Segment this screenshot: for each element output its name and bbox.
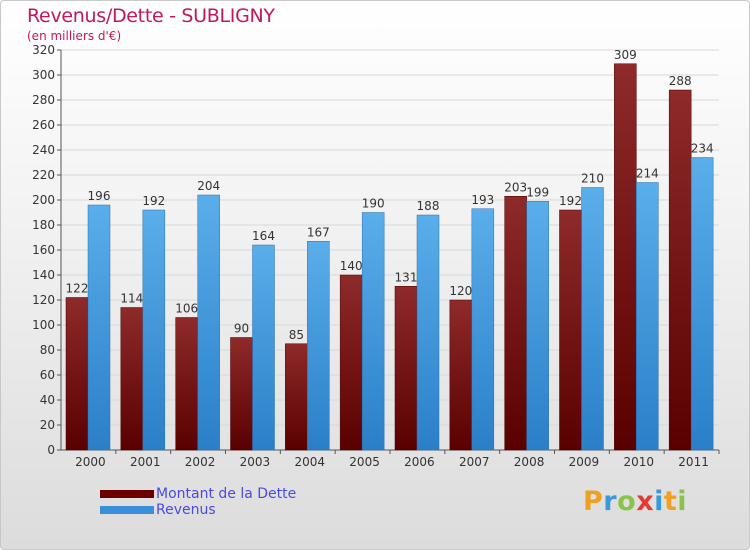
- labels: 122 196 114 192 106 204 90 164 85 167 140 190 131 188…: [66, 48, 714, 342]
- data-label-revenus: 192: [142, 194, 165, 208]
- legend-item-revenus: Revenus: [100, 502, 296, 518]
- data-label-revenus: 204: [197, 179, 220, 193]
- legend-label-dette: Montant de la Dette: [156, 486, 297, 502]
- legend-swatch-dette: [100, 490, 154, 498]
- y-tick-label: 40: [40, 393, 55, 407]
- y-tick-label: 20: [40, 418, 55, 432]
- x-tick-label: 2001: [130, 455, 161, 469]
- bar-dette: [285, 343, 308, 451]
- data-label-dette: 114: [120, 292, 143, 306]
- bar-dette: [668, 89, 692, 451]
- data-label-dette: 122: [66, 282, 89, 296]
- data-label-dette: 85: [289, 328, 304, 342]
- y-tick-label: 240: [32, 143, 55, 157]
- data-label-dette: 90: [234, 322, 249, 336]
- x-tick-label: 2007: [459, 455, 490, 469]
- x-tick-label: 2008: [514, 455, 545, 469]
- data-label-revenus: 164: [252, 229, 275, 243]
- y-tick-label: 100: [32, 318, 55, 332]
- proxiti-logo: Proxiti: [583, 486, 688, 517]
- x-tick-label: 2005: [349, 455, 380, 469]
- y-tick-label: 60: [40, 368, 55, 382]
- y-tick-label: 160: [32, 243, 55, 257]
- y-tick-label: 0: [47, 443, 55, 457]
- bars: [65, 63, 714, 451]
- legend-label-revenus: Revenus: [156, 502, 216, 518]
- data-label-dette: 131: [395, 270, 418, 284]
- bar-dette: [559, 209, 582, 451]
- chart-subtitle: (en milliers d'€): [27, 29, 122, 43]
- data-label-dette: 120: [449, 284, 472, 298]
- x-tick-label: 2002: [185, 455, 216, 469]
- data-label-revenus: 210: [581, 172, 604, 186]
- y-tick-label: 320: [32, 43, 55, 57]
- bar-revenus: [197, 194, 220, 451]
- x-tick-label: 2010: [623, 455, 654, 469]
- y-tick-label: 180: [32, 218, 55, 232]
- bar-revenus: [142, 209, 166, 451]
- x-tick-label: 2011: [678, 455, 709, 469]
- legend-item-dette: Montant de la Dette: [100, 486, 296, 502]
- y-tick-label: 80: [40, 343, 55, 357]
- data-label-revenus: 214: [636, 167, 659, 181]
- x-tick-label: 2000: [75, 455, 106, 469]
- data-label-revenus: 190: [362, 197, 385, 211]
- data-label-dette: 140: [340, 259, 363, 273]
- y-tick-label: 260: [32, 118, 55, 132]
- x-tick-label: 2006: [404, 455, 435, 469]
- bar-dette: [120, 307, 144, 451]
- bar-dette: [449, 299, 473, 451]
- bar-revenus: [307, 241, 330, 451]
- bar-dette: [394, 286, 418, 451]
- bar-dette: [65, 297, 89, 451]
- bar-dette: [230, 337, 253, 451]
- x-tick-label: 2009: [569, 455, 600, 469]
- data-label-revenus: 199: [526, 185, 549, 199]
- bar-dette: [175, 317, 198, 451]
- data-label-dette: 106: [175, 302, 198, 316]
- data-label-revenus: 193: [471, 193, 494, 207]
- data-label-revenus: 167: [307, 225, 330, 239]
- data-label-dette: 288: [669, 74, 692, 88]
- legend-swatch-revenus: [100, 506, 154, 514]
- bar-dette: [504, 196, 527, 451]
- data-label-revenus: 234: [691, 142, 714, 156]
- y-tick-label: 140: [32, 268, 55, 282]
- axes: 0 20 40 60 80 100 120 140 160 180 200 220 240 260 280 3…: [32, 43, 720, 469]
- y-tick-label: 200: [32, 193, 55, 207]
- data-label-revenus: 188: [417, 199, 440, 213]
- bar-revenus: [252, 244, 275, 451]
- y-tick-label: 120: [32, 293, 55, 307]
- bar-revenus: [526, 201, 549, 451]
- y-tick-label: 280: [32, 93, 55, 107]
- legend: Montant de la Dette Revenus: [100, 486, 296, 518]
- y-tick-label: 300: [32, 68, 55, 82]
- bar-revenus: [690, 157, 714, 451]
- bar-revenus: [636, 182, 659, 451]
- x-tick-label: 2003: [240, 455, 271, 469]
- chart-title: Revenus/Dette - SUBLIGNY: [27, 5, 275, 27]
- data-label-dette: 203: [504, 180, 527, 194]
- y-tick-label: 220: [32, 168, 55, 182]
- x-tick-label: 2004: [294, 455, 325, 469]
- bar-revenus: [87, 204, 111, 451]
- data-label-dette: 192: [559, 194, 582, 208]
- data-label-dette: 309: [614, 48, 637, 62]
- bar-revenus: [361, 212, 385, 451]
- bar-dette: [339, 274, 363, 451]
- bar-revenus: [471, 208, 495, 451]
- bar-revenus: [416, 214, 440, 451]
- data-label-revenus: 196: [88, 189, 111, 203]
- bar-dette: [614, 63, 637, 451]
- grid-lines: [61, 49, 719, 451]
- bar-revenus: [581, 187, 604, 451]
